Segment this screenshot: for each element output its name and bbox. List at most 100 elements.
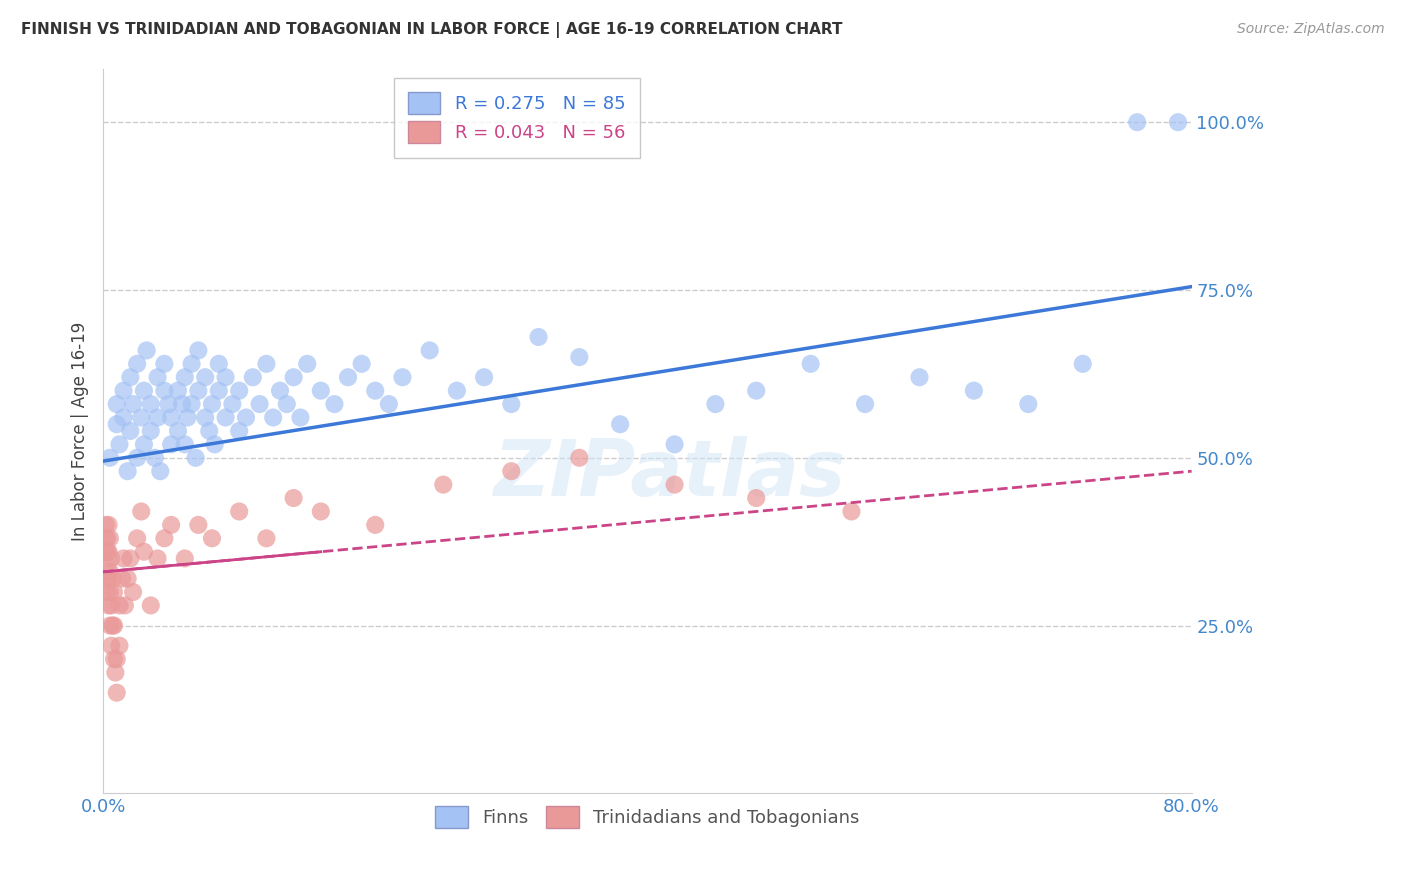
Point	[112, 410, 135, 425]
Point	[350, 357, 373, 371]
Point	[97, 572, 120, 586]
Point	[173, 551, 195, 566]
Point	[1071, 357, 1094, 371]
Point	[117, 572, 139, 586]
Point	[94, 545, 117, 559]
Point	[208, 384, 231, 398]
Point	[214, 370, 236, 384]
Point	[132, 437, 155, 451]
Point	[98, 618, 121, 632]
Point	[153, 384, 176, 398]
Point	[100, 599, 122, 613]
Point	[297, 357, 319, 371]
Point	[111, 572, 134, 586]
Point	[176, 410, 198, 425]
Point	[139, 599, 162, 613]
Point	[323, 397, 346, 411]
Point	[97, 517, 120, 532]
Point	[180, 397, 202, 411]
Point	[187, 517, 209, 532]
Point	[194, 410, 217, 425]
Point	[309, 384, 332, 398]
Point	[242, 370, 264, 384]
Point	[146, 551, 169, 566]
Point	[94, 572, 117, 586]
Point	[98, 565, 121, 579]
Point	[160, 410, 183, 425]
Point	[208, 357, 231, 371]
Point	[201, 531, 224, 545]
Legend: Finns, Trinidadians and Tobagonians: Finns, Trinidadians and Tobagonians	[427, 798, 868, 835]
Point	[1017, 397, 1039, 411]
Point	[122, 585, 145, 599]
Point	[135, 343, 157, 358]
Point	[146, 370, 169, 384]
Point	[100, 551, 122, 566]
Point	[337, 370, 360, 384]
Point	[149, 464, 172, 478]
Point	[184, 450, 207, 465]
Point	[127, 531, 149, 545]
Point	[173, 437, 195, 451]
Point	[1126, 115, 1149, 129]
Point	[108, 599, 131, 613]
Point	[170, 397, 193, 411]
Point	[249, 397, 271, 411]
Point	[167, 424, 190, 438]
Point	[105, 397, 128, 411]
Point	[276, 397, 298, 411]
Text: Source: ZipAtlas.com: Source: ZipAtlas.com	[1237, 22, 1385, 37]
Point	[157, 397, 180, 411]
Point	[94, 517, 117, 532]
Point	[160, 437, 183, 451]
Point	[96, 531, 118, 545]
Point	[609, 417, 631, 432]
Point	[122, 397, 145, 411]
Point	[704, 397, 727, 411]
Point	[101, 618, 124, 632]
Point	[364, 384, 387, 398]
Point	[112, 551, 135, 566]
Point	[103, 652, 125, 666]
Point	[214, 410, 236, 425]
Point	[105, 652, 128, 666]
Point	[96, 545, 118, 559]
Point	[446, 384, 468, 398]
Point	[432, 477, 454, 491]
Point	[472, 370, 495, 384]
Point	[391, 370, 413, 384]
Point	[120, 370, 142, 384]
Point	[664, 437, 686, 451]
Point	[103, 618, 125, 632]
Point	[228, 504, 250, 518]
Point	[364, 517, 387, 532]
Point	[101, 572, 124, 586]
Point	[262, 410, 284, 425]
Point	[104, 665, 127, 680]
Point	[378, 397, 401, 411]
Point	[841, 504, 863, 518]
Point	[221, 397, 243, 411]
Point	[1167, 115, 1189, 129]
Point	[187, 343, 209, 358]
Point	[254, 357, 277, 371]
Point	[96, 585, 118, 599]
Point	[204, 437, 226, 451]
Point	[98, 585, 121, 599]
Point	[963, 384, 986, 398]
Point	[568, 450, 591, 465]
Point	[112, 384, 135, 398]
Point	[254, 531, 277, 545]
Point	[105, 686, 128, 700]
Point	[98, 450, 121, 465]
Point	[501, 464, 523, 478]
Point	[180, 357, 202, 371]
Point	[153, 531, 176, 545]
Point	[269, 384, 291, 398]
Point	[290, 410, 312, 425]
Point	[120, 551, 142, 566]
Point	[198, 424, 221, 438]
Point	[745, 384, 768, 398]
Point	[908, 370, 931, 384]
Point	[127, 450, 149, 465]
